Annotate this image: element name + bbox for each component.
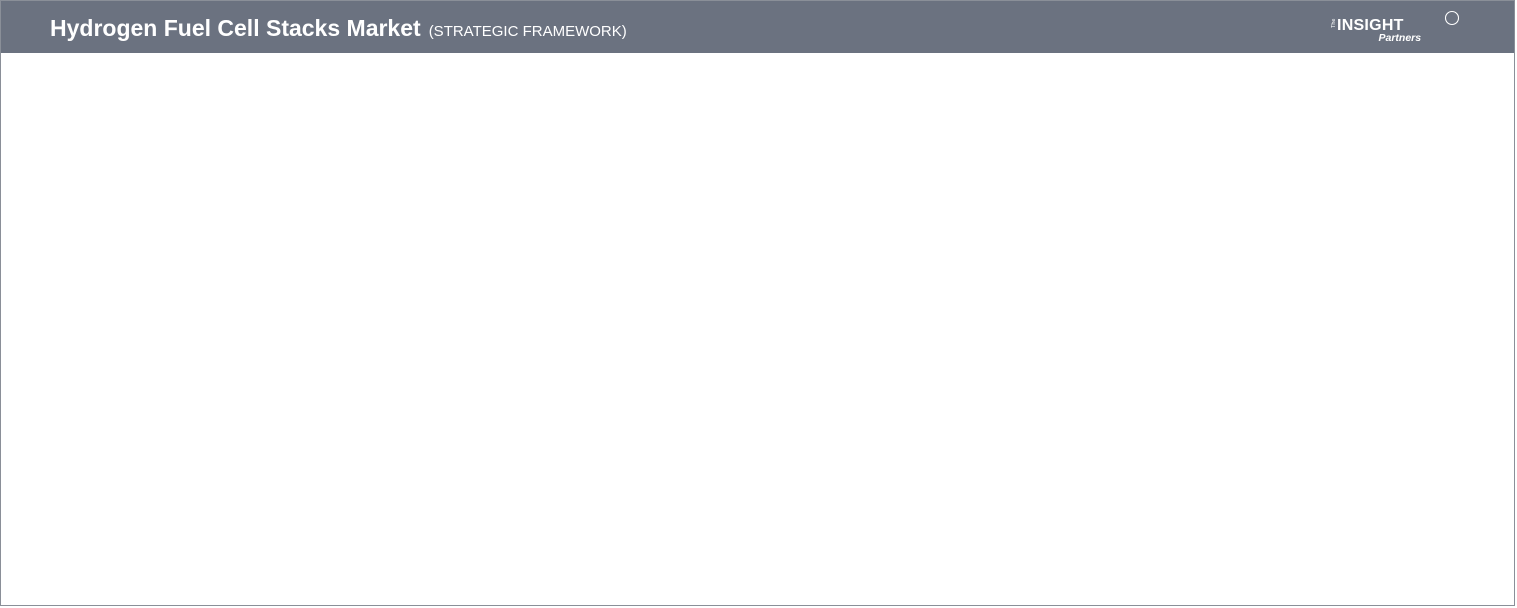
svg-text:The: The bbox=[1331, 19, 1337, 28]
svg-text:INSIGHT: INSIGHT bbox=[1337, 17, 1404, 34]
svg-text:Partners: Partners bbox=[1379, 32, 1422, 44]
